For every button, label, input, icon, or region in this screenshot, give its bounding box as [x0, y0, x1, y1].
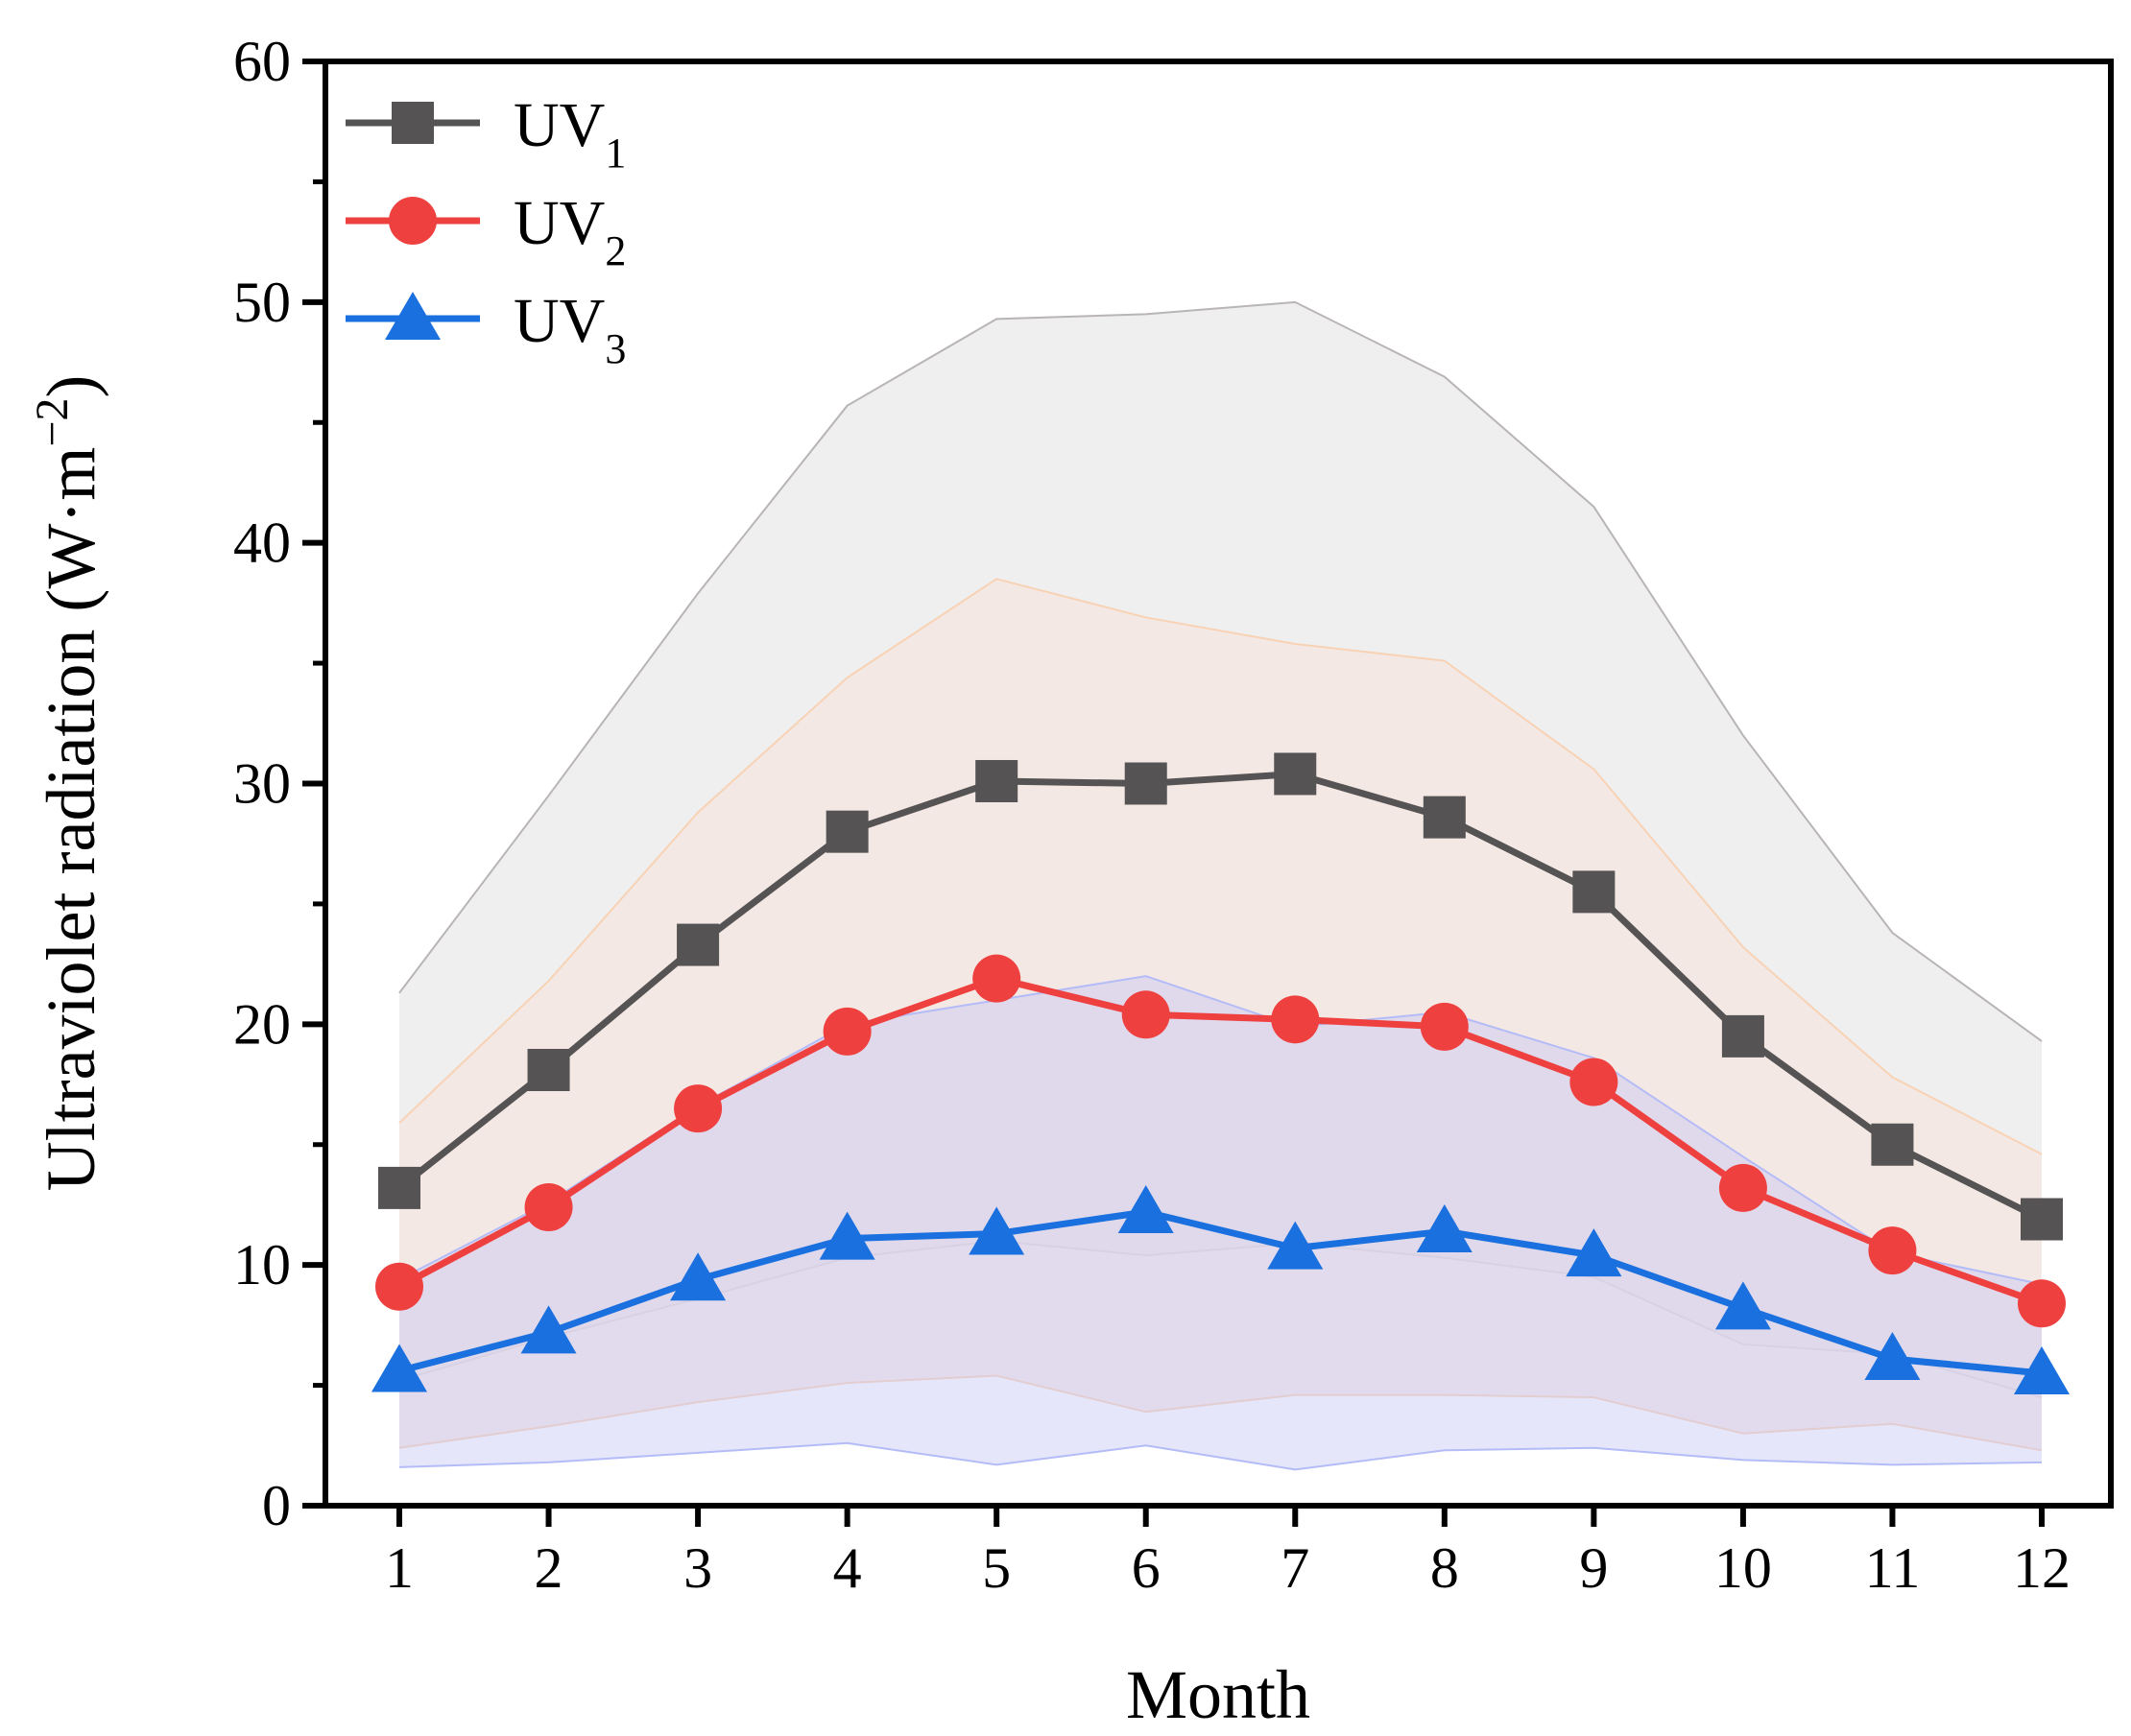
x-tick-label: 4	[833, 1536, 862, 1600]
x-tick-label: 6	[1132, 1536, 1161, 1600]
legend-label-text: UV	[514, 286, 605, 356]
legend-marker-square-icon	[392, 102, 434, 144]
y-axis-label-close: )	[33, 375, 109, 398]
point-uv3-month-4	[819, 1211, 875, 1260]
y-tick-label: 60	[233, 30, 291, 93]
point-uv1-month-7	[1274, 752, 1317, 796]
y-axis-label: Ultraviolet radiation (W·m−2)	[27, 375, 109, 1192]
y-axis-label-superscript: −2	[27, 398, 78, 447]
legend-label-subscript: 1	[605, 130, 626, 177]
point-uv3-month-6	[1117, 1184, 1174, 1233]
point-uv3-month-9	[1566, 1228, 1622, 1277]
line-uv1	[396, 770, 2044, 1223]
x-tick-label: 5	[982, 1536, 1011, 1600]
legend-marker-triangle-icon	[385, 292, 441, 340]
point-uv2-month-5	[972, 954, 1021, 1003]
point-uv3-month-5	[969, 1206, 1025, 1255]
band-lower-edge-uv3	[398, 1441, 2043, 1471]
line-uv3	[398, 1208, 2043, 1377]
legend-label-uv3: UV3	[514, 286, 626, 372]
point-uv1-month-11	[1871, 1123, 1914, 1166]
legend-label-subscript: 2	[605, 227, 626, 274]
band-upper-edge-uv1	[398, 300, 2043, 1042]
y-axis-label-main: Ultraviolet radiation (W·m	[33, 447, 109, 1192]
band-upper-edge-uv2	[398, 578, 2043, 1155]
point-uv3-month-8	[1416, 1204, 1473, 1253]
x-tick-label: 7	[1281, 1536, 1309, 1600]
point-uv2-month-10	[1718, 1163, 1767, 1212]
point-uv2-month-3	[674, 1084, 723, 1133]
point-uv1-month-8	[1423, 796, 1466, 839]
x-tick-label: 1	[385, 1536, 414, 1600]
x-tick-label: 8	[1430, 1536, 1459, 1600]
legend-label-uv1: UV1	[514, 90, 626, 177]
point-uv1-month-10	[1721, 1014, 1764, 1058]
point-uv3-month-1	[371, 1344, 427, 1392]
point-uv2-month-2	[524, 1182, 573, 1231]
legend-marker-circle-icon	[389, 197, 437, 245]
point-uv1-month-12	[2021, 1198, 2063, 1241]
point-uv3-month-3	[670, 1252, 727, 1301]
point-uv3-month-12	[2014, 1346, 2070, 1395]
legend-label-subscript: 3	[605, 325, 626, 372]
x-tick-label: 2	[535, 1536, 563, 1600]
legend-label-text: UV	[514, 90, 605, 160]
point-uv2-month-4	[823, 1007, 872, 1056]
y-tick-label: 10	[233, 1233, 291, 1296]
x-tick-label: 10	[1714, 1536, 1772, 1600]
point-uv1-month-2	[527, 1048, 570, 1091]
y-tick-label: 20	[233, 992, 291, 1056]
band-uv3	[399, 976, 2042, 1470]
y-tick-label: 40	[233, 511, 291, 575]
x-tick-label: 12	[2013, 1536, 2071, 1600]
point-uv1-month-5	[975, 759, 1018, 802]
y-tick-label: 30	[233, 752, 291, 816]
band-lower-edge-uv2	[398, 1374, 2043, 1452]
x-tick-label: 9	[1579, 1536, 1608, 1600]
point-uv2-month-7	[1271, 995, 1320, 1044]
point-uv2-month-6	[1121, 990, 1170, 1039]
point-uv1-month-4	[826, 810, 869, 853]
x-axis-label: Month	[1126, 1656, 1310, 1733]
legend-label-uv2: UV2	[514, 188, 626, 274]
point-uv3-month-11	[1864, 1331, 1921, 1380]
point-uv2-month-9	[1569, 1058, 1618, 1106]
x-tick-label: 3	[683, 1536, 712, 1600]
point-uv1-month-1	[378, 1166, 420, 1209]
legend-label-text: UV	[514, 188, 605, 258]
point-uv1-month-3	[677, 923, 720, 966]
y-tick-label: 50	[233, 271, 291, 334]
point-uv3-month-7	[1267, 1221, 1324, 1270]
x-tick-label: 11	[1865, 1536, 1921, 1600]
point-uv1-month-6	[1124, 762, 1167, 805]
point-uv3-month-2	[520, 1305, 577, 1354]
point-uv3-month-10	[1714, 1281, 1771, 1330]
point-uv2-month-1	[375, 1262, 423, 1311]
point-uv2-month-8	[1420, 1002, 1469, 1051]
series-lines	[371, 752, 2070, 1395]
point-uv2-month-11	[1868, 1226, 1917, 1275]
line-uv2	[397, 975, 2044, 1307]
point-uv2-month-12	[2018, 1279, 2066, 1328]
y-tick-label: 0	[262, 1474, 291, 1537]
point-uv1-month-9	[1572, 870, 1616, 914]
